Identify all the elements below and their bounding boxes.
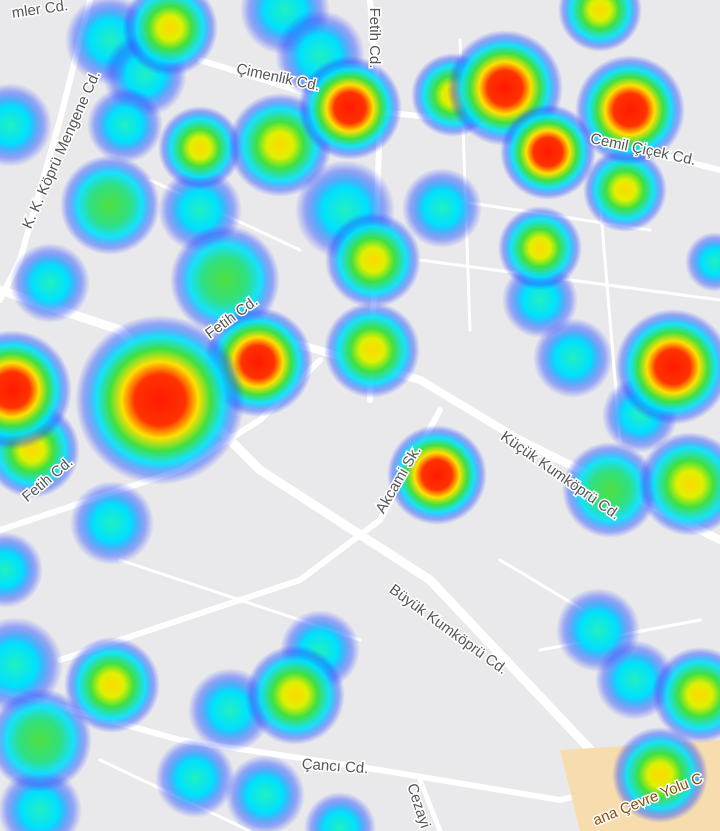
heat-blob <box>225 755 305 831</box>
heat-blob <box>10 243 90 323</box>
heat-blob <box>298 56 402 160</box>
heat-blob <box>0 532 43 608</box>
heat-blob <box>0 688 92 792</box>
heat-blob <box>60 155 160 255</box>
street-label: Fetih Cd. <box>366 8 383 69</box>
heat-blob <box>533 318 613 398</box>
heat-blob <box>562 442 658 538</box>
heat-blob <box>402 168 482 248</box>
heat-blob <box>304 792 376 831</box>
heat-blob <box>387 425 487 525</box>
heat-blob <box>575 55 685 165</box>
heat-blob <box>0 83 52 167</box>
heat-blob <box>70 481 154 565</box>
heat-blob <box>498 206 582 290</box>
heat-blob <box>75 315 245 485</box>
heat-blob <box>638 432 720 536</box>
heat-blob <box>245 645 345 745</box>
road <box>417 777 443 831</box>
heat-blob <box>122 0 218 76</box>
heat-blob <box>685 232 720 292</box>
heat-blob <box>615 309 720 425</box>
heat-blob <box>64 637 160 733</box>
heat-blob <box>324 302 420 398</box>
heat-blob <box>87 87 163 163</box>
heat-blob <box>583 148 667 232</box>
heat-blob <box>558 0 642 52</box>
heat-blob <box>500 104 596 200</box>
heat-blob <box>0 330 72 450</box>
heat-blob <box>155 738 235 818</box>
heat-blob <box>158 106 242 190</box>
heat-blob <box>652 647 720 743</box>
heat-blob <box>325 212 421 308</box>
heat-blob <box>612 727 708 823</box>
